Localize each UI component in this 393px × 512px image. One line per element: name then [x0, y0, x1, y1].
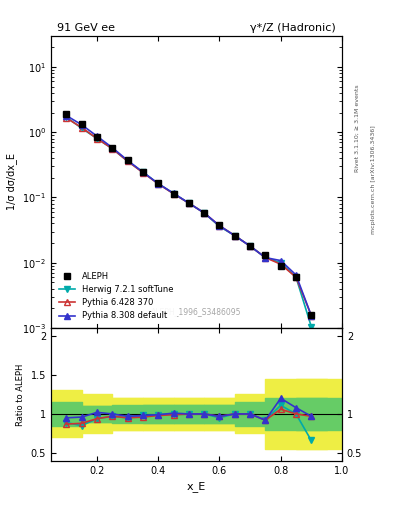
Pythia 8.308 default [202, 210, 206, 216]
Pythia 6.428 370 [141, 169, 145, 176]
Pythia 6.428 370 [263, 254, 268, 261]
ALEPH [202, 210, 206, 216]
Line: Pythia 8.308 default: Pythia 8.308 default [64, 113, 314, 318]
Line: ALEPH: ALEPH [64, 111, 314, 317]
Herwig 7.2.1 softTune [125, 158, 130, 164]
Herwig 7.2.1 softTune [278, 260, 283, 266]
Pythia 8.308 default [263, 254, 268, 261]
Pythia 6.428 370 [95, 136, 99, 142]
ALEPH [171, 190, 176, 197]
Pythia 8.308 default [156, 181, 161, 187]
Herwig 7.2.1 softTune [248, 243, 252, 249]
Herwig 7.2.1 softTune [187, 200, 191, 206]
Pythia 8.308 default [64, 113, 69, 119]
Pythia 6.428 370 [79, 124, 84, 131]
Line: Pythia 6.428 370: Pythia 6.428 370 [64, 115, 314, 318]
Herwig 7.2.1 softTune [309, 324, 314, 330]
ALEPH [232, 232, 237, 239]
Pythia 8.308 default [95, 133, 99, 139]
Pythia 8.308 default [171, 190, 176, 197]
Pythia 6.428 370 [309, 312, 314, 318]
Pythia 8.308 default [294, 272, 298, 278]
Text: γ*/Z (Hadronic): γ*/Z (Hadronic) [250, 23, 336, 33]
ALEPH [141, 168, 145, 175]
Pythia 6.428 370 [125, 158, 130, 164]
Herwig 7.2.1 softTune [79, 125, 84, 132]
Herwig 7.2.1 softTune [156, 181, 161, 187]
ALEPH [79, 121, 84, 127]
Pythia 6.428 370 [232, 232, 237, 239]
ALEPH [64, 111, 69, 117]
Pythia 8.308 default [79, 122, 84, 128]
ALEPH [309, 312, 314, 318]
Legend: ALEPH, Herwig 7.2.1 softTune, Pythia 6.428 370, Pythia 8.308 default: ALEPH, Herwig 7.2.1 softTune, Pythia 6.4… [55, 269, 177, 324]
Pythia 6.428 370 [217, 223, 222, 229]
Herwig 7.2.1 softTune [217, 223, 222, 229]
Pythia 8.308 default [248, 243, 252, 249]
Pythia 6.428 370 [278, 261, 283, 267]
Herwig 7.2.1 softTune [294, 274, 298, 280]
Pythia 6.428 370 [202, 210, 206, 216]
Herwig 7.2.1 softTune [95, 136, 99, 142]
Herwig 7.2.1 softTune [141, 169, 145, 175]
Pythia 6.428 370 [64, 115, 69, 121]
Pythia 8.308 default [125, 157, 130, 163]
Pythia 6.428 370 [110, 145, 115, 152]
Pythia 6.428 370 [187, 200, 191, 206]
ALEPH [125, 157, 130, 163]
Pythia 6.428 370 [171, 190, 176, 197]
Herwig 7.2.1 softTune [110, 145, 115, 152]
Pythia 8.308 default [278, 258, 283, 264]
Pythia 8.308 default [110, 144, 115, 151]
Herwig 7.2.1 softTune [263, 254, 268, 261]
ALEPH [110, 144, 115, 151]
Text: 91 GeV ee: 91 GeV ee [57, 23, 115, 33]
Pythia 8.308 default [217, 223, 222, 229]
Herwig 7.2.1 softTune [202, 210, 206, 216]
Y-axis label: Ratio to ALEPH: Ratio to ALEPH [16, 363, 25, 425]
ALEPH [217, 222, 222, 228]
Pythia 8.308 default [309, 312, 314, 318]
Line: Herwig 7.2.1 softTune: Herwig 7.2.1 softTune [64, 114, 314, 329]
Herwig 7.2.1 softTune [64, 114, 69, 120]
ALEPH [263, 252, 268, 259]
ALEPH [278, 263, 283, 269]
ALEPH [95, 134, 99, 140]
Text: mcplots.cern.ch [arXiv:1306.3436]: mcplots.cern.ch [arXiv:1306.3436] [371, 125, 376, 233]
Herwig 7.2.1 softTune [171, 190, 176, 197]
Text: Rivet 3.1.10; ≥ 3.1M events: Rivet 3.1.10; ≥ 3.1M events [355, 84, 360, 172]
Pythia 8.308 default [232, 232, 237, 239]
Text: ALEPH_1996_S3486095: ALEPH_1996_S3486095 [151, 307, 242, 316]
ALEPH [248, 243, 252, 249]
ALEPH [294, 274, 298, 280]
X-axis label: x_E: x_E [187, 481, 206, 492]
Pythia 6.428 370 [156, 181, 161, 187]
Pythia 6.428 370 [294, 274, 298, 280]
Pythia 6.428 370 [248, 243, 252, 249]
Y-axis label: 1/σ dσ/dx_E: 1/σ dσ/dx_E [6, 154, 17, 210]
ALEPH [187, 200, 191, 206]
ALEPH [156, 180, 161, 186]
Pythia 8.308 default [187, 200, 191, 206]
Herwig 7.2.1 softTune [232, 232, 237, 239]
Pythia 8.308 default [141, 169, 145, 175]
